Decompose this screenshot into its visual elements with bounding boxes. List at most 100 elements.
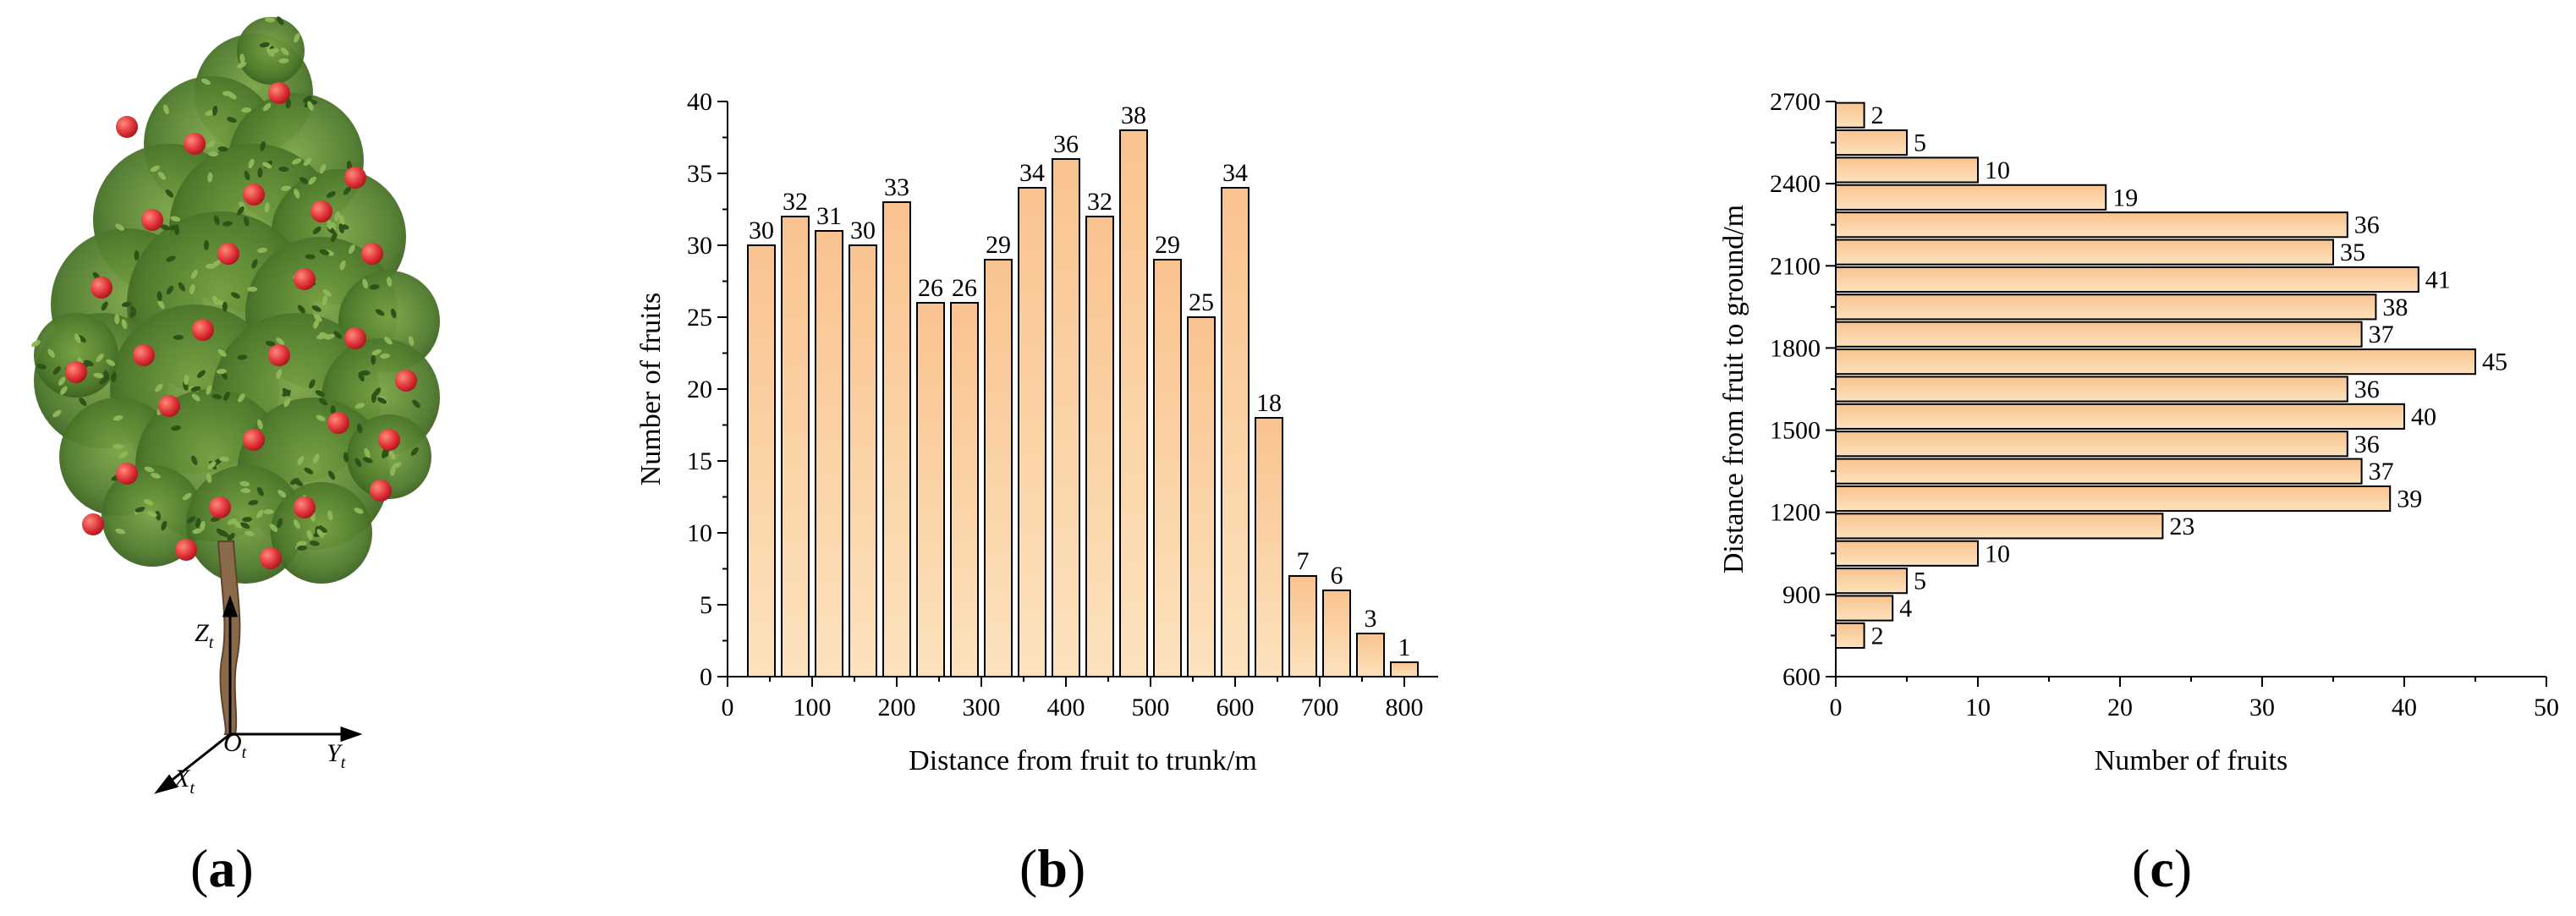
leaf: [263, 509, 274, 515]
data-label: 39: [2397, 485, 2422, 513]
leaf: [265, 341, 276, 347]
leaf: [339, 260, 346, 271]
leaf: [333, 331, 343, 339]
data-label: 30: [850, 217, 876, 244]
apple: [192, 319, 214, 341]
apple: [209, 496, 231, 518]
leaf: [244, 530, 255, 537]
leaf: [303, 157, 312, 167]
y-tick-label: 2100: [1770, 252, 1821, 280]
leaf: [369, 284, 380, 290]
leaf: [262, 102, 272, 112]
apple: [175, 539, 197, 561]
leaf: [354, 458, 362, 468]
leaf: [321, 295, 328, 306]
leaf: [222, 221, 233, 227]
data-label: 29: [986, 231, 1011, 259]
bar: [882, 201, 911, 677]
data-label: 1: [1398, 634, 1411, 661]
leaf: [165, 189, 174, 198]
data-label: 5: [1914, 129, 1926, 157]
chart-distance-to-ground: 2510193635413837453640363739231054260090…: [1718, 88, 2559, 776]
leaf: [211, 393, 222, 400]
data-label: 26: [952, 274, 977, 302]
leaf: [238, 393, 245, 403]
data-label: 10: [1985, 156, 2010, 184]
leaf: [388, 450, 396, 460]
x-tick-label: 300: [963, 694, 1001, 721]
leaf: [358, 371, 365, 382]
leaf: [192, 528, 203, 535]
leaf: [327, 470, 336, 480]
bar: [1288, 575, 1317, 677]
panel-label-a: (a): [190, 838, 254, 898]
apple: [217, 243, 239, 265]
y-tick-label: 40: [687, 88, 712, 116]
bar: [1835, 540, 1979, 567]
bar: [1835, 211, 2348, 239]
bar: [1835, 348, 2476, 376]
data-label: 32: [783, 188, 808, 216]
bar: [1835, 622, 1865, 649]
leaf: [297, 456, 305, 465]
leaf: [266, 48, 275, 58]
leaf: [144, 499, 154, 506]
apple: [65, 361, 87, 383]
data-label: 38: [2382, 293, 2408, 321]
leaf: [296, 540, 307, 546]
leaf: [362, 278, 368, 289]
leaf: [256, 509, 264, 518]
bar: [1835, 568, 1908, 595]
leaf: [338, 215, 345, 225]
bar: [1052, 158, 1080, 677]
y-tick-label: 1800: [1770, 334, 1821, 362]
bar: [1153, 259, 1182, 677]
leaf: [113, 443, 124, 449]
bar: [1835, 101, 1865, 129]
leaf: [237, 206, 244, 216]
leaf: [157, 291, 162, 302]
leaf: [155, 383, 163, 392]
leaf: [260, 141, 266, 151]
data-label: 4: [1899, 595, 1912, 623]
leaf: [285, 98, 291, 109]
leaf: [222, 301, 228, 312]
data-label: 26: [918, 274, 943, 302]
leaf: [227, 117, 237, 123]
apple: [184, 133, 206, 155]
leaf: [313, 314, 322, 322]
leaf: [237, 354, 248, 360]
bar: [1835, 321, 2363, 348]
apple: [327, 412, 349, 434]
leaf: [230, 292, 240, 299]
y-tick-label: 900: [1782, 581, 1821, 609]
leaf: [257, 419, 263, 430]
apple: [133, 344, 155, 366]
apple: [116, 463, 138, 485]
y-tick-label: 20: [687, 376, 712, 403]
leaf: [349, 244, 355, 255]
leaf: [390, 308, 397, 319]
apple: [268, 344, 290, 366]
leaf: [306, 529, 313, 540]
x-tick-label: 100: [794, 694, 832, 721]
leaf: [147, 511, 157, 518]
leaf: [326, 191, 336, 198]
apple: [294, 268, 316, 290]
leaf: [248, 158, 255, 169]
apple: [378, 429, 400, 451]
leaf: [233, 520, 242, 529]
leaf: [217, 348, 227, 357]
leaf: [115, 223, 124, 231]
leaf: [200, 78, 211, 85]
leaf: [213, 215, 220, 226]
leaf: [354, 507, 364, 514]
leaf: [121, 319, 128, 329]
leaf: [308, 176, 316, 185]
leaf: [47, 348, 55, 358]
leaf: [182, 492, 192, 501]
tree-apples: [65, 82, 417, 569]
leaf: [408, 336, 415, 346]
apple: [294, 496, 316, 518]
leaf: [206, 140, 216, 148]
